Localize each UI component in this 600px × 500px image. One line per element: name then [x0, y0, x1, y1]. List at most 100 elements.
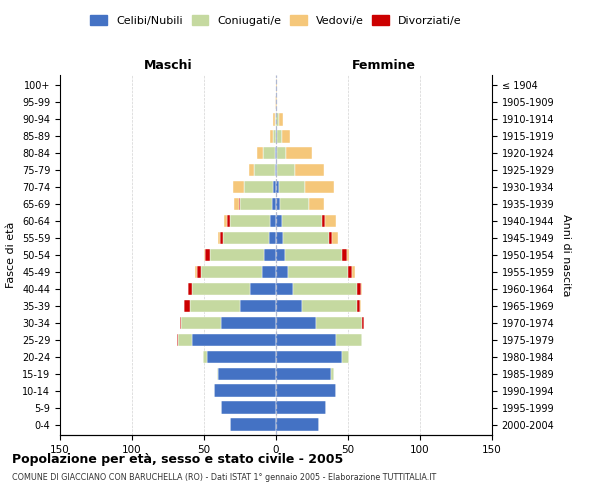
Bar	[325, 214, 337, 228]
Bar	[276, 113, 279, 126]
Bar	[275, 146, 276, 160]
Bar	[276, 384, 337, 397]
Bar	[262, 266, 276, 278]
Bar	[240, 198, 272, 210]
Bar	[276, 198, 280, 210]
Bar	[210, 248, 265, 262]
Bar	[181, 316, 221, 330]
Bar	[276, 350, 342, 364]
Bar	[217, 368, 218, 380]
Bar	[277, 146, 286, 160]
Bar	[283, 232, 329, 244]
Bar	[240, 300, 276, 312]
Bar	[201, 266, 262, 278]
Bar	[276, 96, 277, 108]
Bar	[276, 248, 284, 262]
Bar	[337, 334, 362, 346]
Bar	[275, 96, 276, 108]
Bar	[332, 232, 338, 244]
Bar	[265, 248, 276, 262]
Bar	[293, 282, 356, 296]
Bar	[230, 214, 270, 228]
Bar	[270, 214, 276, 228]
Bar	[282, 130, 290, 142]
Bar	[279, 113, 283, 126]
Bar	[276, 282, 293, 296]
Bar	[280, 198, 309, 210]
Bar	[250, 282, 276, 296]
Bar	[257, 146, 263, 160]
Bar	[230, 418, 276, 431]
Bar	[286, 146, 312, 160]
Bar	[342, 248, 347, 262]
Bar	[276, 130, 277, 142]
Bar	[218, 368, 276, 380]
Bar	[275, 113, 276, 126]
Bar	[356, 282, 361, 296]
Bar	[179, 316, 181, 330]
Bar	[276, 402, 326, 414]
Bar	[322, 214, 325, 228]
Bar	[276, 146, 277, 160]
Text: Popolazione per età, sesso e stato civile - 2005: Popolazione per età, sesso e stato civil…	[12, 452, 343, 466]
Bar	[348, 266, 352, 278]
Bar	[188, 282, 193, 296]
Bar	[218, 232, 220, 244]
Bar	[282, 214, 322, 228]
Bar	[362, 316, 364, 330]
Bar	[270, 130, 273, 142]
Legend: Celibi/Nubili, Coniugati/e, Vedovi/e, Divorziati/e: Celibi/Nubili, Coniugati/e, Vedovi/e, Di…	[86, 10, 466, 30]
Bar	[276, 334, 337, 346]
Text: Maschi: Maschi	[143, 58, 193, 71]
Bar	[329, 232, 332, 244]
Bar	[221, 316, 276, 330]
Bar	[347, 248, 349, 262]
Bar	[276, 79, 277, 92]
Bar	[342, 350, 349, 364]
Bar	[269, 232, 276, 244]
Bar	[244, 180, 273, 194]
Bar	[273, 180, 276, 194]
Bar	[190, 300, 240, 312]
Bar	[276, 232, 283, 244]
Bar	[284, 248, 342, 262]
Bar	[309, 198, 323, 210]
Bar	[276, 266, 287, 278]
Bar	[295, 164, 323, 176]
Bar	[276, 368, 331, 380]
Bar	[273, 113, 275, 126]
Bar	[239, 198, 240, 210]
Bar	[273, 130, 276, 142]
Bar	[287, 266, 348, 278]
Bar	[233, 180, 244, 194]
Bar	[234, 198, 239, 210]
Bar	[277, 164, 295, 176]
Bar	[254, 164, 275, 176]
Bar	[203, 350, 207, 364]
Bar	[316, 316, 362, 330]
Bar	[352, 266, 355, 278]
Bar	[176, 334, 178, 346]
Bar	[204, 248, 205, 262]
Bar	[214, 384, 276, 397]
Bar	[197, 266, 201, 278]
Bar	[178, 334, 193, 346]
Bar	[361, 282, 362, 296]
Bar	[277, 130, 282, 142]
Bar	[184, 300, 190, 312]
Text: COMUNE DI GIACCIANO CON BARUCHELLA (RO) - Dati ISTAT 1° gennaio 2005 - Elaborazi: COMUNE DI GIACCIANO CON BARUCHELLA (RO) …	[12, 472, 436, 482]
Bar	[359, 300, 361, 312]
Bar	[276, 214, 282, 228]
Bar	[221, 402, 276, 414]
Bar	[331, 368, 334, 380]
Bar	[220, 232, 223, 244]
Bar	[193, 334, 276, 346]
Bar	[205, 248, 210, 262]
Bar	[276, 164, 277, 176]
Bar	[263, 146, 275, 160]
Bar	[223, 232, 269, 244]
Bar	[276, 300, 302, 312]
Bar	[302, 300, 356, 312]
Bar	[227, 214, 230, 228]
Bar	[193, 282, 250, 296]
